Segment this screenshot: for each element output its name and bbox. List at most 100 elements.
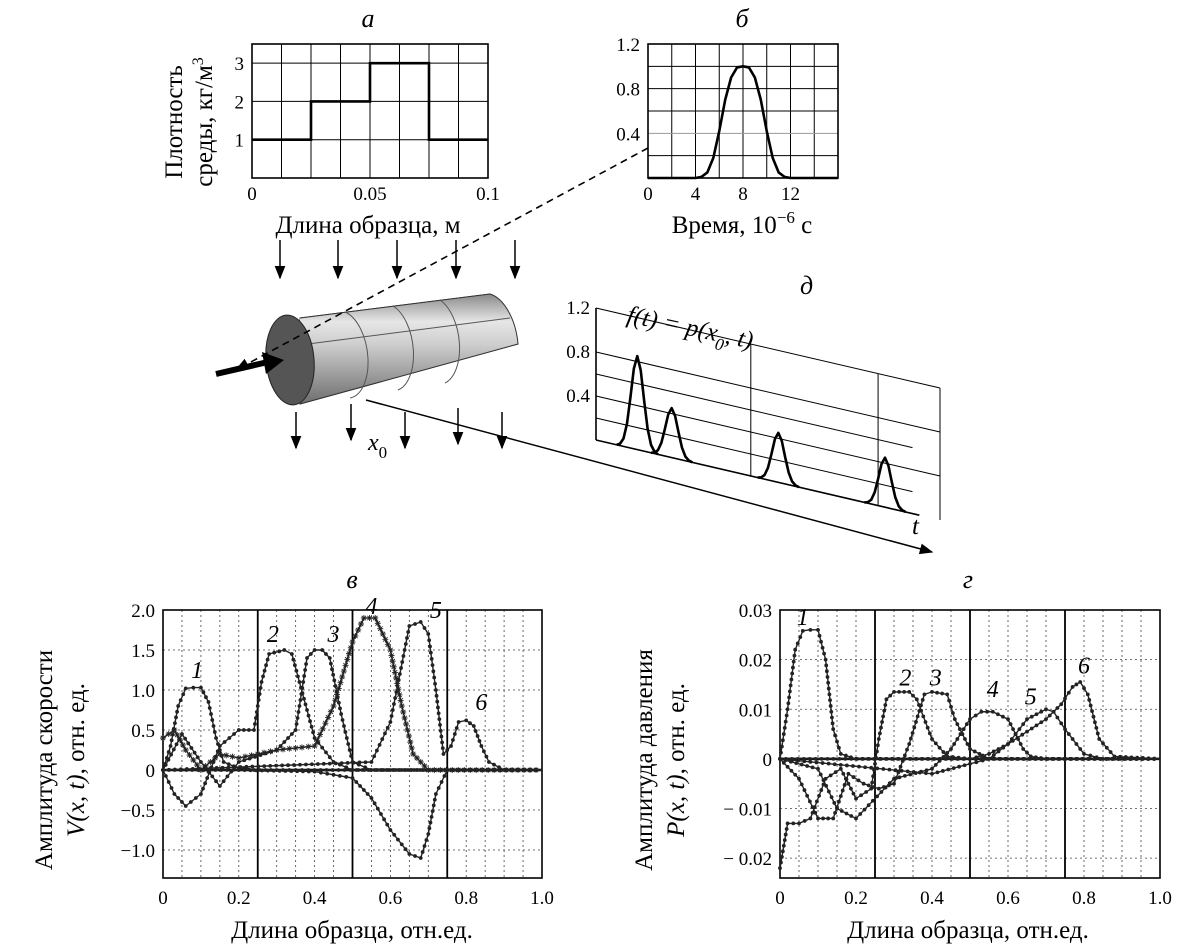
series-marker [202,766,207,771]
series-marker [838,794,843,799]
series-line [162,649,542,807]
series-marker [810,810,815,815]
series-marker [486,768,491,772]
series-marker [843,756,848,761]
series-marker [1059,721,1064,726]
series-marker [1091,714,1096,719]
series-marker [998,756,1003,761]
series-marker [1021,722,1026,727]
series-marker [917,770,922,775]
series-marker [892,776,896,781]
series-marker [428,650,433,655]
series-marker [896,770,901,775]
density-line [252,61,488,142]
series-marker [212,730,217,734]
series-marker [1074,682,1079,687]
series-marker [408,745,415,751]
series-marker [937,745,942,750]
series-marker [346,650,353,657]
series-marker [807,756,812,761]
series-marker [256,764,261,769]
panel-v-ylabel-line2: V(x, t), отн. ед. [63,683,90,837]
series-marker [163,762,168,767]
series-marker [312,769,317,774]
series-marker [445,748,450,752]
series-marker [282,740,287,744]
series-marker [177,737,184,743]
series-marker [437,717,442,721]
series-marker [1074,756,1078,761]
series-marker [195,755,200,760]
series-marker [952,742,957,746]
series-marker [823,657,828,662]
series-marker [399,842,404,847]
series-marker [272,650,277,655]
pulse-2 [650,406,693,464]
series-marker [875,749,879,754]
series-marker [292,745,299,751]
series-marker [877,731,882,736]
series-marker [330,768,335,772]
series-marker [1146,756,1151,761]
series-marker [1015,735,1020,740]
series-marker [514,768,519,772]
x-tick-label: 4 [691,184,701,205]
series-marker [920,756,925,761]
series-marker [521,768,525,772]
series-marker [322,720,329,727]
grid-h [595,351,941,433]
series-marker [330,703,337,709]
series-marker [273,747,280,753]
series-marker [403,642,408,646]
panel-g-letter: г [963,565,973,594]
series-marker [337,679,344,686]
series-marker [449,744,453,748]
series-marker [202,763,209,769]
series-marker [393,696,398,700]
series-marker [468,721,472,726]
series-marker [1013,732,1018,736]
series-marker [789,756,794,761]
series-marker [174,742,179,747]
series-marker [248,768,253,773]
series-marker [972,749,977,754]
series-marker [820,645,825,650]
series-marker [286,763,290,768]
series-marker [974,755,979,760]
series-marker [428,644,432,649]
series-marker [980,758,985,763]
series-marker [892,689,896,694]
series-marker [915,714,920,719]
series-marker [1093,720,1097,725]
series-marker [262,668,267,673]
series-marker [292,663,297,668]
pulse-1 [616,354,659,456]
series-marker [1135,755,1140,760]
series-marker [255,704,260,708]
series-marker [203,781,208,786]
series-marker [339,761,344,766]
series-marker [1066,732,1071,736]
series-marker [838,762,843,767]
series-marker [829,709,834,714]
series-marker [298,762,302,767]
series-marker [266,768,270,773]
series-marker [1066,690,1071,695]
series-marker [949,704,953,709]
series-marker [173,767,177,772]
series-marker [320,648,325,652]
series-marker [265,657,270,662]
series-marker [432,797,437,802]
series-marker [787,689,792,694]
series-marker [352,633,359,639]
series-marker [261,674,265,679]
series-marker [930,689,934,694]
series-marker [837,756,842,761]
series-marker [1087,698,1092,702]
panel-v-xlabel: Длина образца, отн.ед. [231,917,473,944]
series-marker [908,772,913,777]
series-marker [399,666,403,670]
series-marker [1044,707,1048,712]
series-marker [175,709,179,714]
series-marker [855,756,860,761]
